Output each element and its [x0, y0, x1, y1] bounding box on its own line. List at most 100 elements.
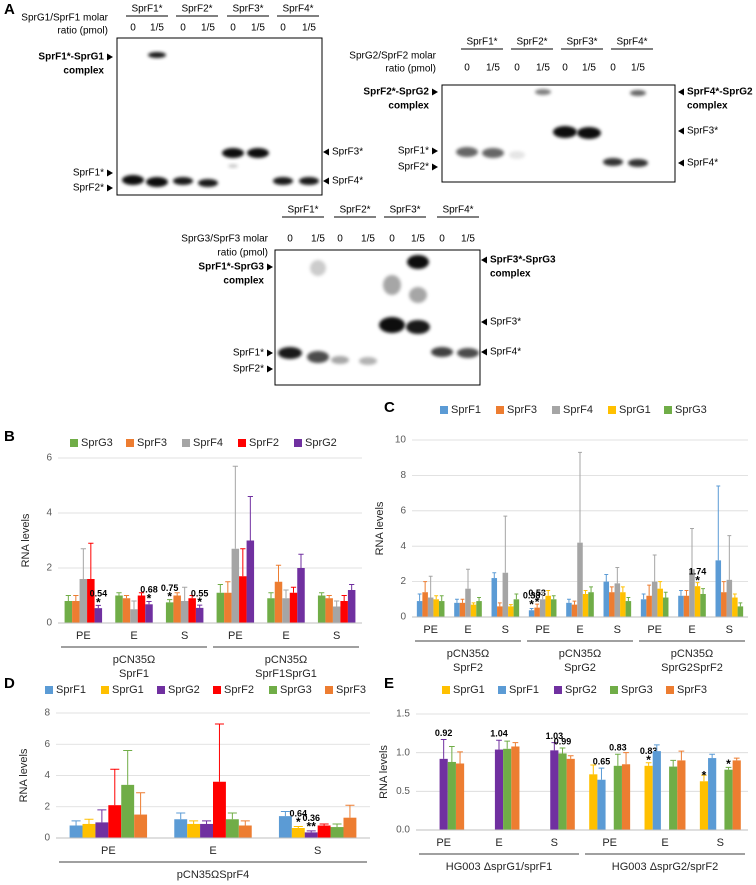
panel-label: B — [4, 428, 15, 445]
gel-band — [379, 317, 405, 333]
lane-label: 0 — [464, 63, 470, 74]
complex-label: complex — [687, 101, 728, 112]
legend-swatch — [157, 686, 165, 694]
gel-image — [116, 37, 323, 196]
y-tick-label: 8 — [44, 708, 50, 719]
arrow — [107, 169, 113, 177]
error-bar — [283, 589, 289, 599]
x-tick-label: E — [464, 624, 471, 636]
bar — [225, 819, 239, 838]
significance-star: * — [535, 595, 540, 609]
significance-star: * — [529, 597, 534, 611]
bar — [195, 607, 204, 623]
error-bar — [732, 593, 737, 598]
legend-swatch — [610, 686, 618, 694]
value-label: 0.68 — [140, 585, 158, 595]
legend-label: SprF4 — [193, 437, 223, 449]
gel-band — [331, 356, 349, 364]
error-bar — [578, 451, 582, 543]
error-bar — [240, 820, 250, 826]
error-bar — [589, 586, 593, 593]
error-bar — [609, 586, 614, 593]
arrow — [107, 53, 113, 61]
significance-star: * — [296, 815, 301, 829]
error-bar — [434, 595, 439, 600]
legend-swatch — [554, 686, 562, 694]
sample-label: SprF3* — [232, 4, 263, 15]
complex-label: SprF2*-SprG2 — [363, 87, 429, 98]
error-bar — [332, 823, 342, 828]
bar — [683, 595, 690, 617]
x-tick-label: E — [576, 624, 583, 636]
legend-label: SprF3 — [137, 437, 167, 449]
bar — [115, 595, 123, 623]
panel-label: E — [384, 675, 394, 692]
bar — [121, 784, 135, 838]
error-bar — [733, 757, 740, 761]
bar — [662, 597, 669, 617]
y-tick-label: 1.0 — [396, 747, 410, 758]
bar — [644, 765, 653, 830]
lane-label: 0 — [337, 234, 343, 245]
bar — [677, 760, 686, 830]
y-axis-label: RNA levels — [20, 513, 32, 567]
legend-label: SprF3 — [507, 404, 537, 416]
arrow — [432, 147, 438, 155]
band-label: SprF4* — [332, 176, 363, 187]
error-bar — [546, 589, 551, 596]
bar — [571, 604, 578, 617]
legend-label: SprF1 — [509, 684, 539, 696]
y-tick-label: 1.5 — [396, 709, 410, 720]
x-tick-label: PE — [535, 624, 550, 636]
bar — [330, 827, 344, 838]
error-bar — [240, 548, 246, 577]
bar — [651, 581, 658, 617]
band-label: SprF2* — [233, 364, 264, 375]
legend-swatch — [101, 686, 109, 694]
bar — [715, 560, 722, 617]
bar — [513, 599, 520, 617]
x-tick-label: PE — [76, 630, 91, 642]
arrow — [432, 163, 438, 171]
bar — [433, 599, 439, 617]
lane-label: 1/5 — [631, 63, 645, 74]
error-bar — [247, 496, 253, 541]
y-tick-label: 2 — [44, 801, 50, 812]
bar — [122, 598, 131, 623]
complex-label: SprF1*-SprG1 — [38, 52, 104, 63]
y-tick-label: 0.5 — [396, 786, 410, 797]
lane-label: 1/5 — [251, 23, 265, 34]
bar — [108, 805, 122, 838]
legend-swatch — [666, 686, 674, 694]
bar — [267, 598, 275, 623]
bar — [459, 602, 466, 617]
arrow — [678, 127, 684, 135]
error-bar — [658, 581, 663, 589]
error-bar — [268, 592, 274, 599]
value-label: 0.92 — [435, 728, 453, 738]
bar — [454, 602, 460, 617]
x-tick-label: S — [614, 624, 621, 636]
error-bar — [225, 581, 231, 593]
error-bar — [131, 600, 137, 610]
y-axis-label: RNA levels — [18, 748, 30, 802]
legend-swatch — [213, 686, 221, 694]
error-bar — [670, 759, 677, 767]
bar — [134, 814, 148, 838]
error-bar — [497, 602, 502, 607]
bar — [582, 593, 589, 617]
legend-swatch — [294, 439, 302, 447]
sample-label: SprF4* — [442, 205, 473, 216]
y-tick-label: 0 — [400, 612, 406, 623]
bar — [82, 823, 96, 838]
gel-band — [406, 320, 430, 334]
error-bar — [567, 755, 574, 759]
x-tick-label: S — [726, 624, 733, 636]
bar — [439, 758, 448, 830]
lane-label: 0 — [610, 63, 616, 74]
bar — [69, 825, 83, 838]
value-label: 0.83 — [609, 743, 627, 753]
bar — [165, 602, 174, 623]
error-bar — [319, 592, 325, 596]
bar — [274, 581, 283, 623]
